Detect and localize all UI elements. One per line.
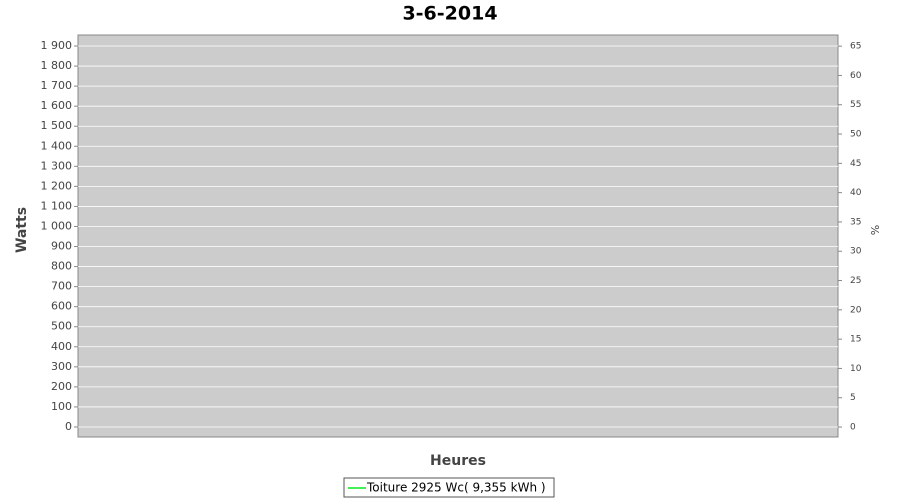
- y-tick-label: 1 400: [41, 139, 73, 152]
- y2-tick-label: 55: [850, 100, 861, 110]
- y-tick-label: 900: [51, 240, 72, 253]
- y-tick-label: 1 100: [41, 199, 73, 212]
- y2-tick-label: 65: [850, 42, 861, 52]
- y2-tick-label: 30: [850, 247, 862, 257]
- y2-tick-label: 50: [850, 130, 862, 140]
- y-tick-label: 300: [51, 360, 72, 373]
- y2-tick-label: 40: [850, 188, 862, 198]
- y2-tick-label: 45: [850, 159, 861, 169]
- y2-tick-label: 0: [850, 423, 856, 433]
- y2-tick-label: 20: [850, 305, 862, 315]
- y-tick-label: 400: [51, 340, 72, 353]
- y-tick-label: 500: [51, 320, 72, 333]
- y-tick-label: 1 900: [41, 39, 73, 52]
- y-tick-label: 100: [51, 400, 72, 413]
- y2-tick-label: 5: [850, 393, 856, 403]
- y2-tick-label: 15: [850, 335, 861, 345]
- legend: [343, 477, 555, 498]
- y-tick-label: 0: [65, 420, 72, 433]
- y-tick-label: 1 500: [41, 119, 73, 132]
- y2-tick-label: 60: [850, 71, 862, 81]
- y-tick-label: 200: [51, 380, 72, 393]
- y-tick-label: 800: [51, 260, 72, 273]
- y2-tick-label: 35: [850, 217, 861, 227]
- y-tick-label: 1 200: [41, 179, 73, 192]
- y2-tick-label: 25: [850, 276, 861, 286]
- y-tick-label: 700: [51, 280, 72, 293]
- plot-area: [77, 34, 839, 438]
- y-tick-label: 600: [51, 300, 72, 313]
- y-axis-label: Watts: [14, 207, 30, 253]
- y-tick-label: 1 800: [41, 59, 73, 72]
- legend-label: Toiture 2925 Wc( 9,355 kWh ): [366, 481, 546, 495]
- y-tick-label: 1 300: [41, 159, 73, 172]
- y-tick-label: 1 600: [41, 99, 73, 112]
- y2-axis-label: %: [869, 225, 882, 235]
- y-tick-label: 1 700: [41, 79, 73, 92]
- y2-tick-label: 10: [850, 364, 862, 374]
- y-tick-label: 1 000: [41, 219, 73, 232]
- x-axis-label: Heures: [430, 453, 486, 469]
- chart-title: 3-6-2014: [402, 3, 497, 25]
